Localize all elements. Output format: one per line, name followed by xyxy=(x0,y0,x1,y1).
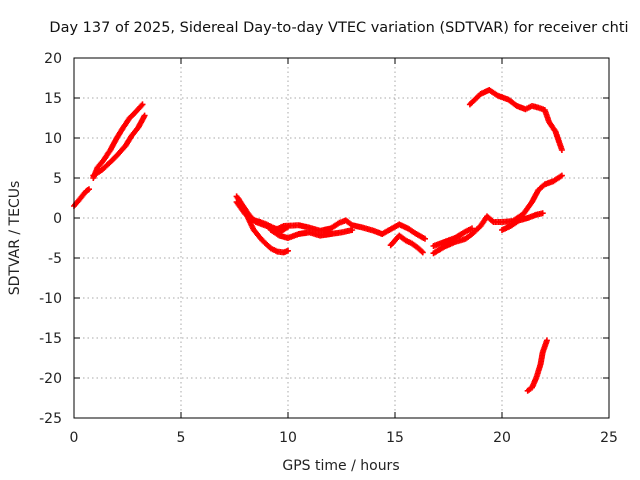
x-tick-label: 5 xyxy=(177,430,186,446)
data-point-marker xyxy=(139,101,146,108)
series-arc-f xyxy=(233,199,291,234)
series-arc-a xyxy=(71,186,92,209)
y-axis-label: SDTVAR / TECUs xyxy=(7,181,23,296)
data-point-marker xyxy=(418,248,425,255)
y-tick-label: -10 xyxy=(39,291,62,307)
data-point-marker xyxy=(558,147,565,153)
series-arc-l xyxy=(466,87,565,153)
series-arc-h xyxy=(387,232,426,256)
y-tick-label: 20 xyxy=(44,51,62,67)
data-point-marker xyxy=(543,337,550,344)
series-arc-i xyxy=(430,172,565,257)
chart-title: Day 137 of 2025, Sidereal Day-to-day VTE… xyxy=(49,20,628,36)
data-point-marker xyxy=(539,210,546,217)
axis-ticks: 0 5 10 15 20 25 20 15 10 5 0 -5 -10 -15 -20 -25 xyxy=(39,51,618,446)
x-axis-label: GPS time / hours xyxy=(282,458,399,474)
x-tick-label: 10 xyxy=(279,430,297,446)
y-tick-label: -25 xyxy=(39,411,62,427)
y-tick-label: 0 xyxy=(53,211,62,227)
y-tick-label: -5 xyxy=(48,251,62,267)
data-point-marker xyxy=(558,172,565,179)
data-point-marker xyxy=(422,235,428,242)
series-arc-c xyxy=(90,112,148,179)
data-point-marker xyxy=(469,225,475,232)
y-tick-label: -20 xyxy=(39,371,62,387)
series-arc-m xyxy=(524,337,550,394)
x-tick-label: 15 xyxy=(386,430,404,446)
plot-frame xyxy=(73,57,610,419)
series-arc-k xyxy=(499,210,546,233)
x-tick-label: 20 xyxy=(493,430,511,446)
data-point-marker xyxy=(141,112,148,119)
y-tick-label: -15 xyxy=(39,331,62,347)
data-series xyxy=(71,87,565,394)
data-point-marker xyxy=(349,227,356,233)
data-point-marker xyxy=(285,223,291,230)
series-arc-j xyxy=(430,225,475,249)
series-arc-g xyxy=(267,227,356,241)
y-tick-label: 10 xyxy=(44,131,62,147)
data-point-marker xyxy=(86,186,92,193)
data-point-marker xyxy=(285,247,291,254)
x-tick-label: 25 xyxy=(600,430,618,446)
data-point-marker xyxy=(489,217,496,224)
data-point-marker xyxy=(419,249,426,256)
y-tick-label: 15 xyxy=(44,91,62,107)
y-tick-label: 5 xyxy=(53,171,62,187)
x-tick-label: 0 xyxy=(70,430,79,446)
